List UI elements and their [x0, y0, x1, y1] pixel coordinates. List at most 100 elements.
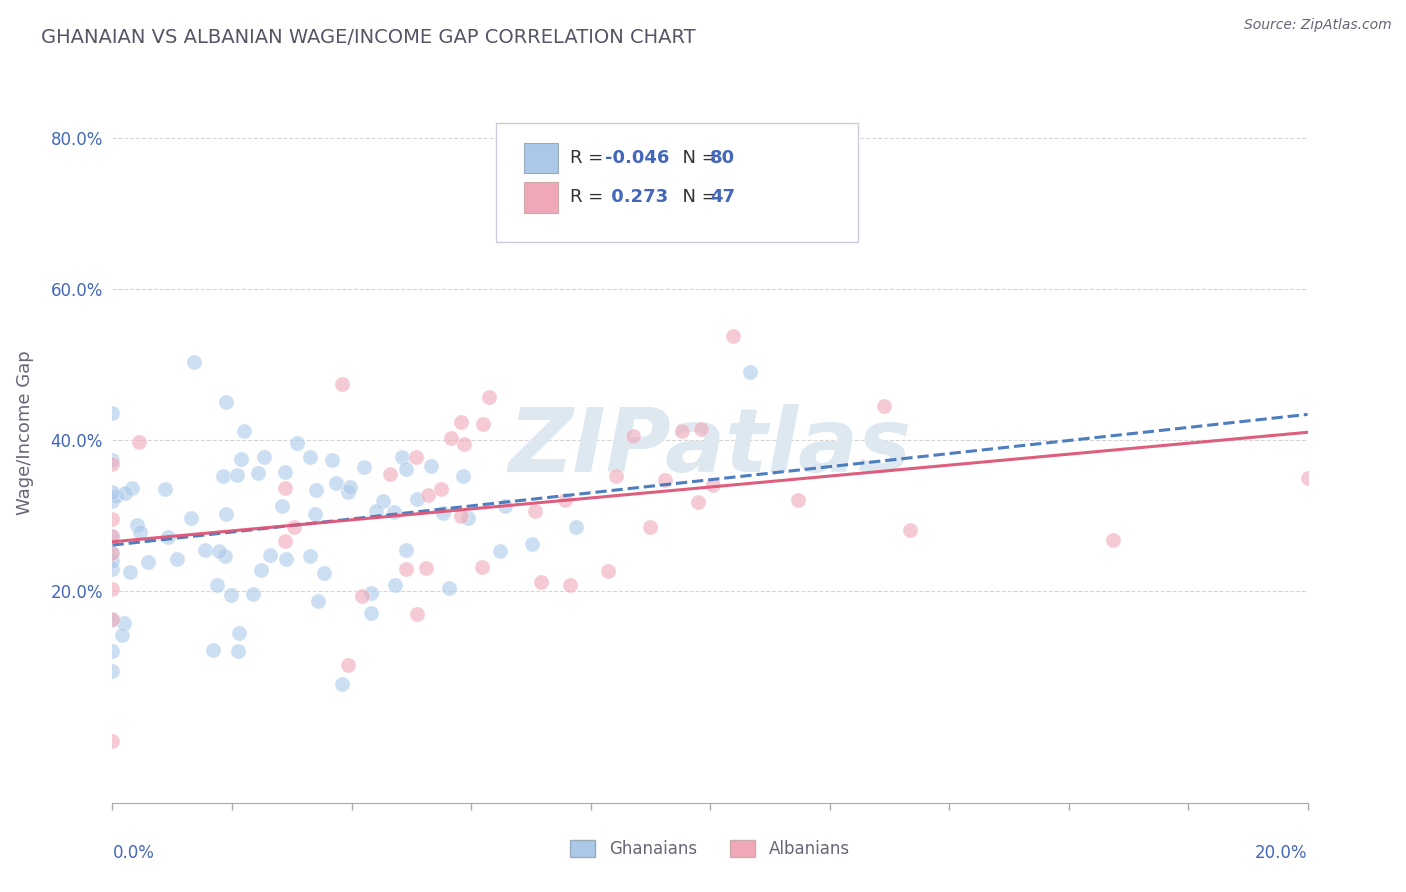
Point [274, 551, 297, 566]
Point [440, 431, 463, 445]
Point [382, 505, 405, 519]
Point [120, 565, 142, 579]
Point [101, 664, 124, 678]
Point [437, 582, 460, 596]
Point [457, 511, 479, 525]
Point [101, 546, 124, 560]
Point [314, 566, 336, 581]
Point [101, 613, 124, 627]
Point [339, 480, 361, 494]
Point [136, 555, 159, 569]
Point [391, 450, 413, 464]
Point [530, 575, 553, 590]
Point [101, 406, 124, 420]
Point [180, 511, 202, 525]
Point [166, 552, 188, 566]
Point [598, 564, 620, 578]
Point [330, 377, 353, 392]
Point [654, 473, 676, 487]
Point [671, 424, 693, 438]
Point [520, 536, 543, 550]
Point [228, 626, 250, 640]
Point [325, 475, 347, 490]
Point [380, 467, 402, 482]
Point [416, 488, 439, 502]
Point [366, 504, 388, 518]
Point [242, 587, 264, 601]
Point [415, 560, 437, 574]
Point [156, 531, 179, 545]
Point [250, 563, 273, 577]
Point [337, 485, 360, 500]
Point [298, 450, 321, 465]
Text: 0.0%: 0.0% [112, 845, 155, 863]
Point [690, 422, 713, 436]
Point [226, 643, 249, 657]
Point [101, 546, 124, 560]
Point [395, 543, 418, 558]
Point [384, 578, 406, 592]
Point [201, 643, 224, 657]
Point [321, 453, 343, 467]
Point [208, 544, 231, 558]
Point [787, 492, 810, 507]
Point [360, 607, 382, 621]
Point [112, 616, 135, 631]
Point [395, 462, 418, 476]
Point [101, 485, 124, 500]
Point [478, 391, 501, 405]
Y-axis label: Wage/Income Gap: Wage/Income Gap [15, 351, 34, 515]
Point [101, 554, 124, 568]
Point [229, 451, 252, 466]
Point [453, 437, 475, 451]
Point [212, 469, 235, 483]
Point [471, 417, 494, 431]
Point [405, 450, 427, 465]
Point [155, 482, 177, 496]
Point [429, 482, 451, 496]
Point [285, 435, 308, 450]
Point [564, 520, 586, 534]
Point [450, 415, 472, 429]
Point [298, 549, 321, 563]
Point [330, 677, 353, 691]
Point [307, 593, 329, 607]
Text: R =: R = [569, 188, 609, 206]
Point [101, 528, 124, 542]
Point [494, 500, 516, 514]
Point [395, 561, 418, 575]
Point [219, 588, 242, 602]
Point [101, 644, 124, 658]
Point [101, 493, 124, 508]
Point [353, 460, 375, 475]
Point [129, 525, 152, 540]
Point [471, 560, 494, 574]
Point [101, 733, 124, 747]
Point [101, 528, 124, 542]
Point [105, 489, 128, 503]
Text: GHANAIAN VS ALBANIAN WAGE/INCOME GAP CORRELATION CHART: GHANAIAN VS ALBANIAN WAGE/INCOME GAP COR… [41, 28, 696, 47]
Point [101, 582, 124, 597]
Point [205, 578, 228, 592]
Point [259, 549, 281, 563]
Point [605, 468, 627, 483]
Point [111, 628, 134, 642]
Point [554, 493, 576, 508]
Text: -0.046: -0.046 [605, 149, 669, 167]
Text: R =: R = [569, 149, 609, 167]
Point [215, 395, 238, 409]
Text: 0.273: 0.273 [605, 188, 668, 206]
Point [121, 481, 143, 495]
Point [450, 508, 472, 523]
Point [274, 481, 297, 495]
Text: ZIPatlas: ZIPatlas [509, 404, 911, 491]
Point [337, 658, 360, 673]
Point [226, 468, 249, 483]
Point [101, 453, 124, 467]
Point [898, 523, 921, 537]
Point [101, 511, 124, 525]
Point [273, 534, 295, 549]
Point [419, 459, 441, 474]
Point [270, 499, 292, 513]
Point [183, 354, 205, 368]
